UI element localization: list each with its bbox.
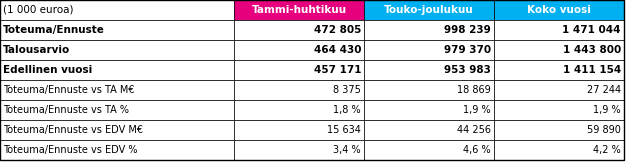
Text: 59 890: 59 890 xyxy=(587,125,621,135)
Text: 1,8 %: 1,8 % xyxy=(333,105,361,115)
Text: 953 983: 953 983 xyxy=(444,65,491,75)
Bar xyxy=(364,120,494,140)
Text: 4,2 %: 4,2 % xyxy=(593,145,621,155)
Bar xyxy=(494,80,624,100)
Bar xyxy=(364,100,494,120)
Text: Toteuma/Ennuste vs EDV M€: Toteuma/Ennuste vs EDV M€ xyxy=(3,125,143,135)
Text: 998 239: 998 239 xyxy=(444,25,491,35)
Bar xyxy=(234,0,364,20)
Bar xyxy=(364,60,494,80)
Bar xyxy=(0,60,234,80)
Bar xyxy=(234,80,364,100)
Text: 1 411 154: 1 411 154 xyxy=(562,65,621,75)
Bar xyxy=(234,40,364,60)
Text: Touko-joulukuu: Touko-joulukuu xyxy=(384,5,474,15)
Text: 1,9 %: 1,9 % xyxy=(463,105,491,115)
Bar xyxy=(364,140,494,160)
Bar xyxy=(494,20,624,40)
Text: 1 471 044: 1 471 044 xyxy=(562,25,621,35)
Text: Tammi-huhtikuu: Tammi-huhtikuu xyxy=(252,5,347,15)
Text: 472 805: 472 805 xyxy=(313,25,361,35)
Text: Talousarvio: Talousarvio xyxy=(3,45,70,55)
Text: 1 443 800: 1 443 800 xyxy=(562,45,621,55)
Bar xyxy=(0,80,234,100)
Text: Toteuma/Ennuste vs TA %: Toteuma/Ennuste vs TA % xyxy=(3,105,129,115)
Bar xyxy=(234,60,364,80)
Text: 464 430: 464 430 xyxy=(313,45,361,55)
Text: (1 000 euroa): (1 000 euroa) xyxy=(3,5,73,15)
Text: Edellinen vuosi: Edellinen vuosi xyxy=(3,65,92,75)
Text: 18 869: 18 869 xyxy=(457,85,491,95)
Text: Toteuma/Ennuste: Toteuma/Ennuste xyxy=(3,25,105,35)
Text: 4,6 %: 4,6 % xyxy=(463,145,491,155)
Text: Toteuma/Ennuste vs EDV %: Toteuma/Ennuste vs EDV % xyxy=(3,145,138,155)
Text: 8 375: 8 375 xyxy=(333,85,361,95)
Bar xyxy=(364,80,494,100)
Bar xyxy=(494,60,624,80)
Text: 15 634: 15 634 xyxy=(327,125,361,135)
Bar xyxy=(364,20,494,40)
Text: 979 370: 979 370 xyxy=(444,45,491,55)
Bar xyxy=(364,40,494,60)
Bar xyxy=(494,40,624,60)
Text: 457 171: 457 171 xyxy=(313,65,361,75)
Text: Toteuma/Ennuste vs TA M€: Toteuma/Ennuste vs TA M€ xyxy=(3,85,134,95)
Text: 44 256: 44 256 xyxy=(457,125,491,135)
Text: 1,9 %: 1,9 % xyxy=(594,105,621,115)
Bar xyxy=(0,140,234,160)
Bar xyxy=(234,120,364,140)
Bar xyxy=(494,100,624,120)
Bar xyxy=(494,0,624,20)
Bar xyxy=(0,20,234,40)
Bar xyxy=(234,140,364,160)
Text: 27 244: 27 244 xyxy=(587,85,621,95)
Bar xyxy=(0,0,234,20)
Bar xyxy=(494,120,624,140)
Bar xyxy=(0,40,234,60)
Text: Koko vuosi: Koko vuosi xyxy=(527,5,591,15)
Bar xyxy=(494,140,624,160)
Bar xyxy=(234,100,364,120)
Bar xyxy=(0,100,234,120)
Text: 3,4 %: 3,4 % xyxy=(333,145,361,155)
Bar xyxy=(234,20,364,40)
Bar xyxy=(0,120,234,140)
Bar xyxy=(364,0,494,20)
